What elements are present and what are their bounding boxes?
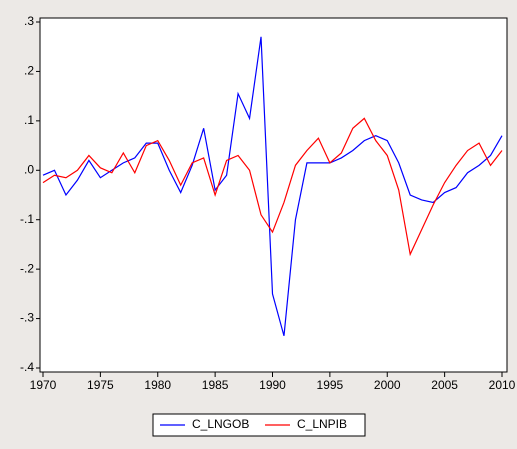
y-tick-label: .2 [24, 64, 34, 78]
legend-label: C_LNPIB [297, 417, 347, 431]
x-tick-label: 1995 [317, 378, 344, 392]
y-tick-label: .0 [24, 162, 34, 176]
x-tick-label: 2005 [431, 378, 458, 392]
y-tick-label: .1 [24, 113, 34, 127]
y-tick-label: -.1 [20, 212, 34, 226]
plot-area [39, 17, 508, 373]
legend-box [152, 413, 366, 437]
x-tick-label: 1990 [259, 378, 286, 392]
x-tick-label: 2010 [489, 378, 516, 392]
legend-label: C_LNGOB [192, 417, 249, 431]
y-tick-label: .3 [24, 14, 34, 28]
x-tick-label: 1985 [202, 378, 229, 392]
x-tick-label: 1980 [144, 378, 171, 392]
y-tick-label: -.4 [20, 360, 34, 374]
series-line [42, 36, 503, 337]
y-tick-label: -.3 [20, 311, 34, 325]
y-tick-label: -.2 [20, 261, 34, 275]
x-tick-label: 1970 [30, 378, 57, 392]
series-line [42, 117, 503, 257]
x-tick-label: 2000 [374, 378, 401, 392]
x-tick-label: 1975 [87, 378, 114, 392]
